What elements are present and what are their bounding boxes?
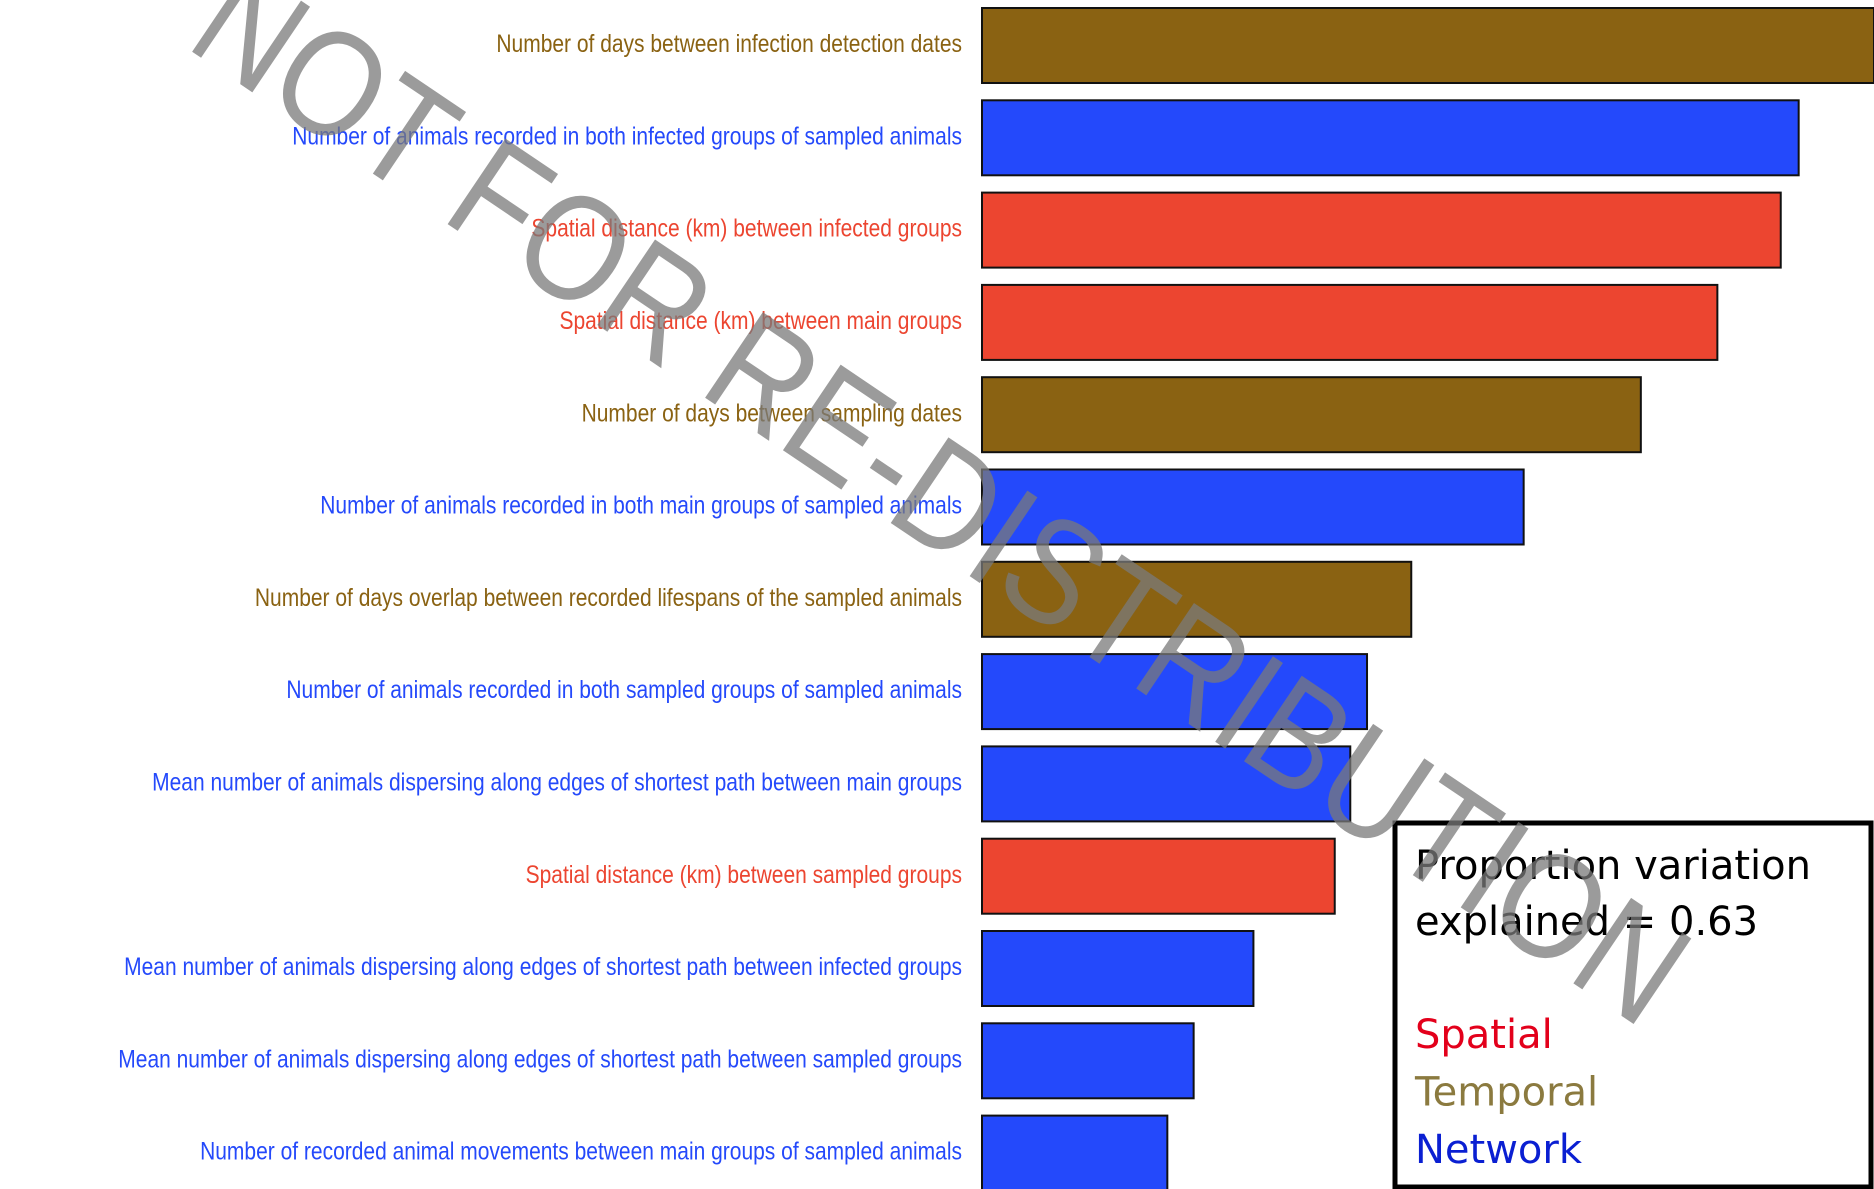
annotation: Proportion variation explained = 0.63 bbox=[1415, 843, 1811, 945]
bar bbox=[981, 930, 1255, 1007]
y-tick-label: Number of days between sampling dates bbox=[582, 399, 962, 427]
y-tick-label: Spatial distance (km) between main group… bbox=[559, 306, 962, 334]
bar bbox=[981, 745, 1352, 823]
bar bbox=[981, 283, 1719, 361]
legend-label: Temporal bbox=[1414, 1070, 1598, 1116]
y-tick-label: Number of days overlap between recorded … bbox=[255, 583, 962, 611]
annotation-line: explained = 0.63 bbox=[1415, 899, 1758, 945]
y-tick-label: Spatial distance (km) between infected g… bbox=[531, 214, 962, 242]
bar bbox=[981, 560, 1413, 638]
bar bbox=[981, 191, 1782, 269]
bar bbox=[981, 7, 1874, 84]
y-tick-label: Number of days between infection detecti… bbox=[496, 29, 962, 57]
bar bbox=[981, 376, 1642, 454]
bar bbox=[981, 653, 1369, 731]
y-tick-label: Mean number of animals dispersing along … bbox=[118, 1045, 962, 1073]
y-tick-label: Mean number of animals dispersing along … bbox=[124, 952, 962, 980]
y-tick-label: Mean number of animals dispersing along … bbox=[152, 768, 962, 796]
bar bbox=[981, 99, 1800, 177]
legend-label: Network bbox=[1415, 1127, 1583, 1173]
legend-box bbox=[1392, 820, 1874, 1189]
y-tick-label: Number of animals recorded in both infec… bbox=[292, 122, 962, 150]
y-tick-label: Number of animals recorded in both main … bbox=[320, 491, 962, 519]
bar bbox=[981, 468, 1525, 546]
bar bbox=[981, 1022, 1195, 1100]
y-tick-label: Number of animals recorded in both sampl… bbox=[286, 675, 962, 703]
y-tick-label: Number of recorded animal movements betw… bbox=[200, 1137, 962, 1165]
legend-label: Spatial bbox=[1415, 1012, 1553, 1058]
bar bbox=[981, 1114, 1169, 1189]
y-tick-label: Spatial distance (km) between sampled gr… bbox=[526, 860, 962, 888]
annotation-line: Proportion variation bbox=[1415, 843, 1811, 889]
bar bbox=[981, 837, 1336, 915]
